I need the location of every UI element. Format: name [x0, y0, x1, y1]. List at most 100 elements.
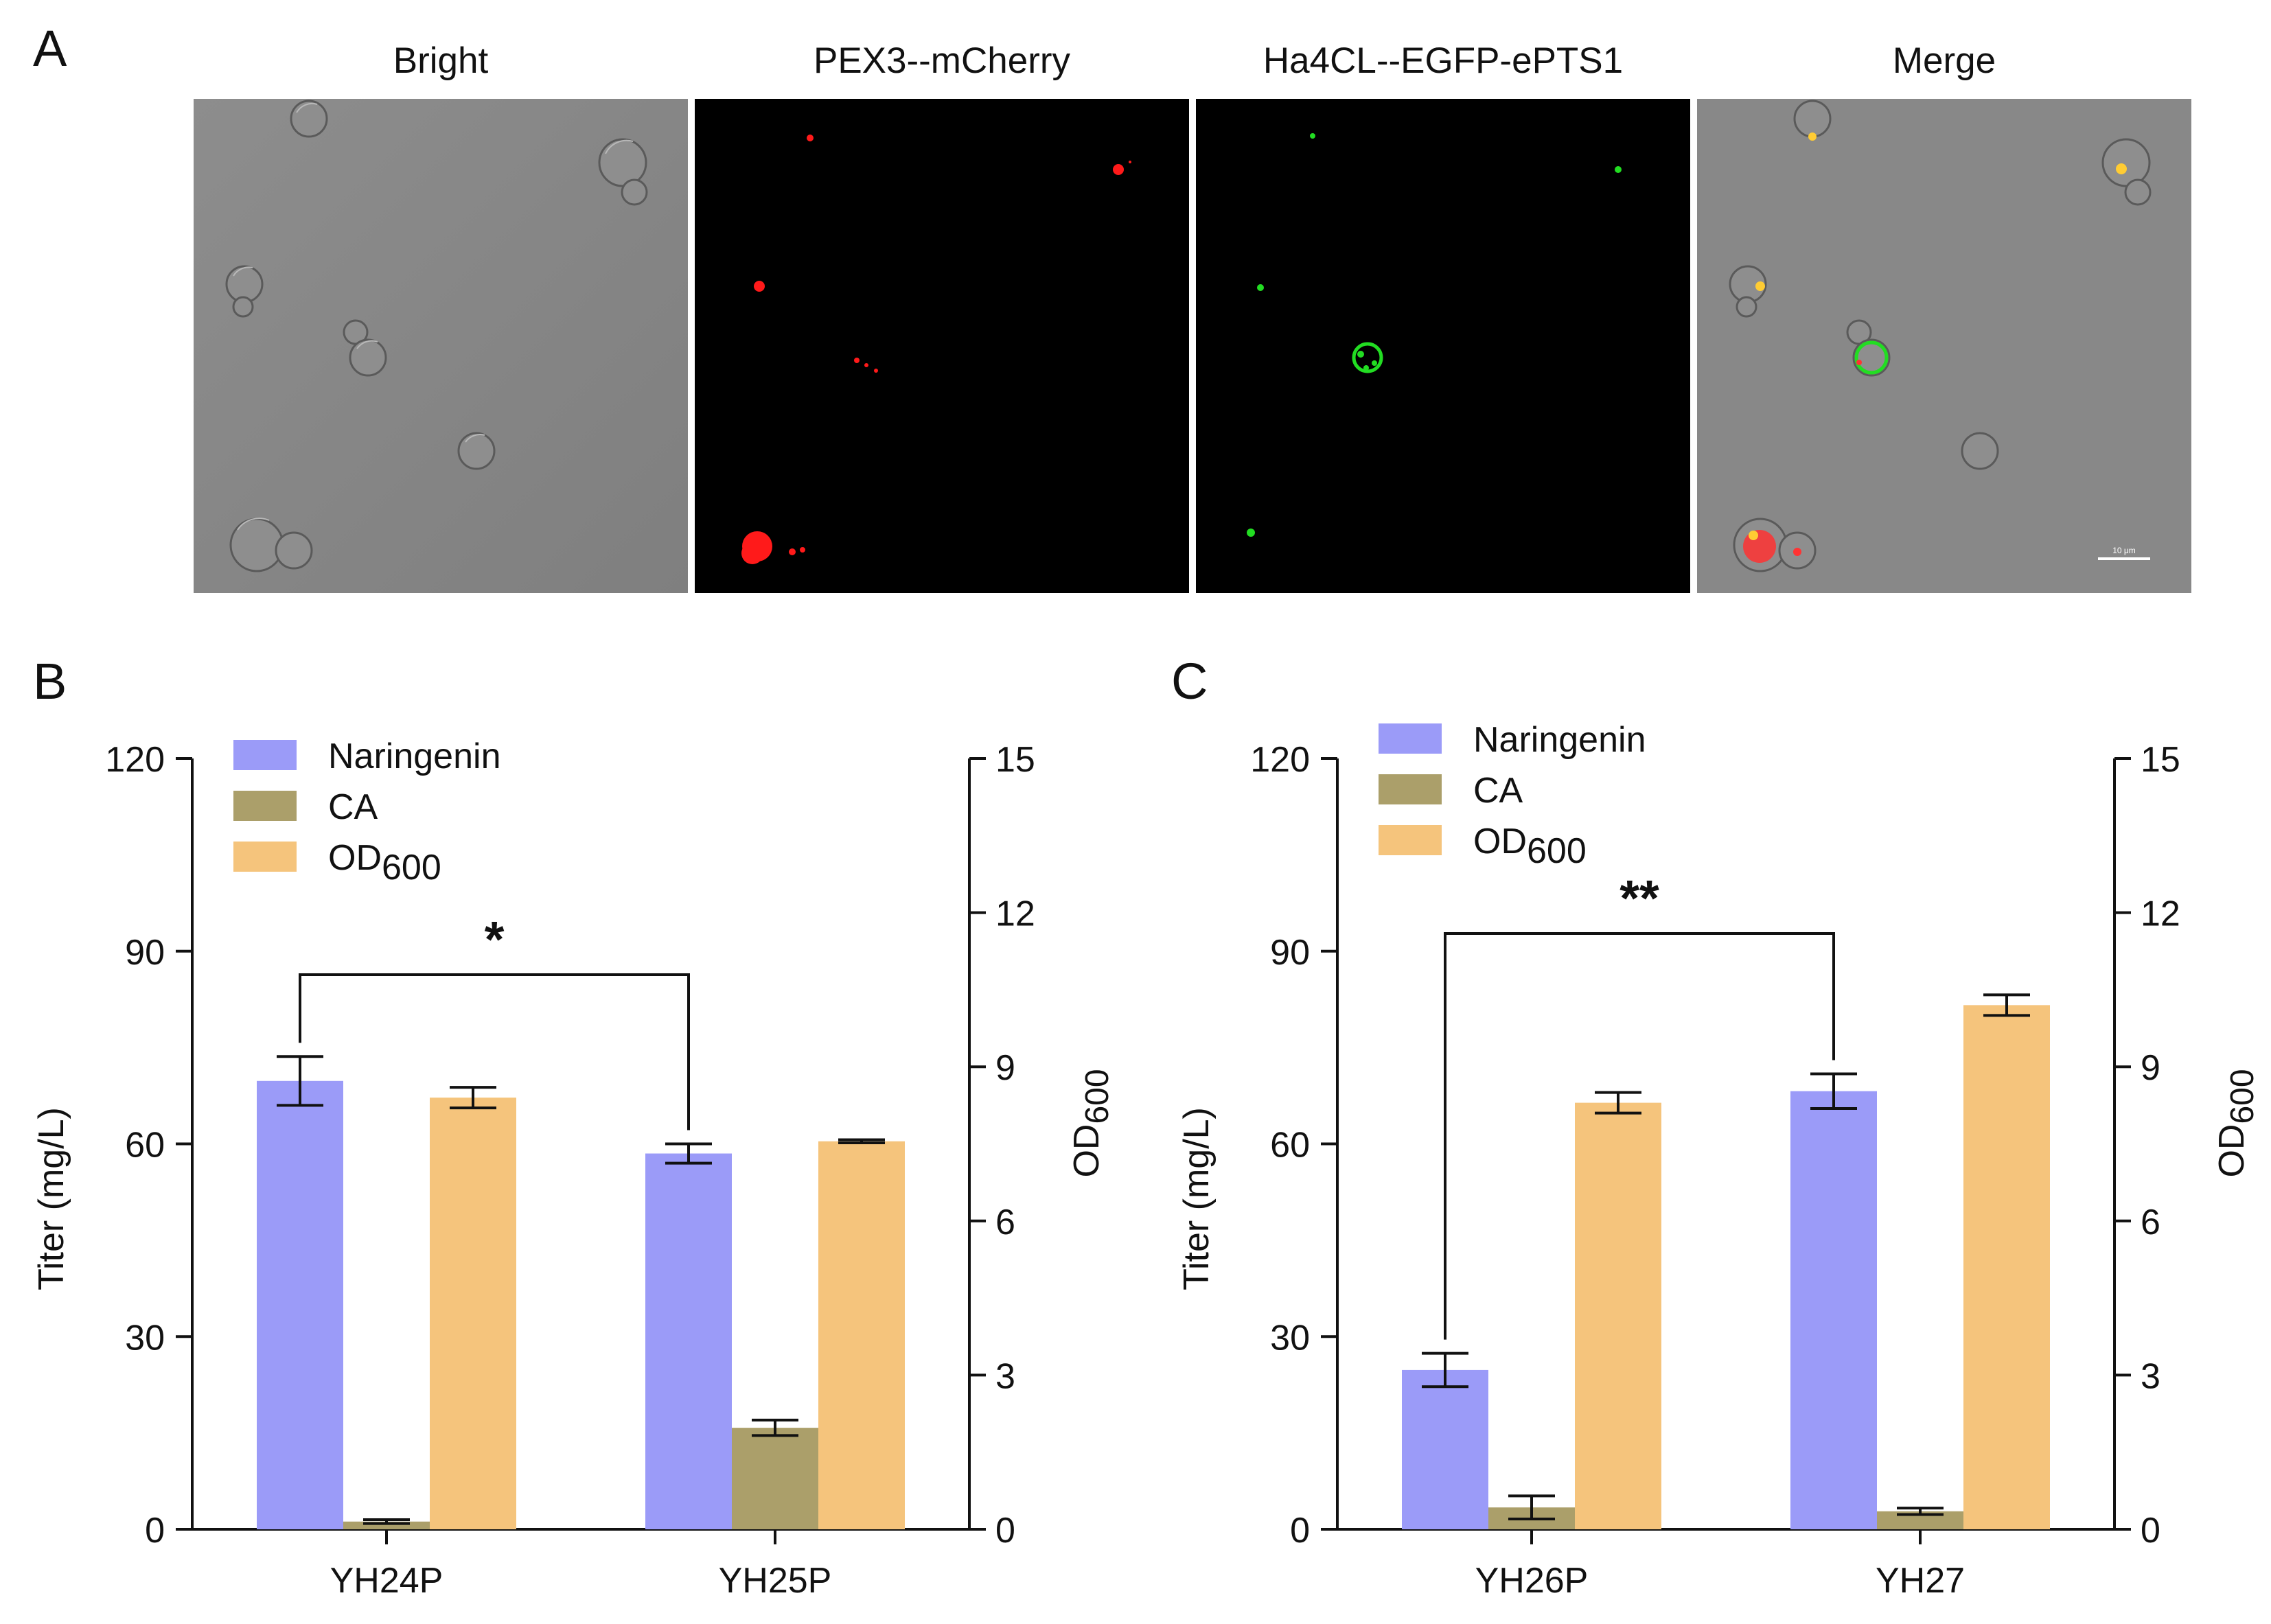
right-tick-label: 3	[2141, 1356, 2160, 1396]
legend-label: Naringenin	[1473, 720, 1646, 760]
significance-bracket	[1444, 932, 1835, 1340]
y2-axis-title-main: OD	[2212, 1124, 2252, 1178]
y-axis-title: Titer (mg/L)	[32, 1107, 71, 1290]
cell	[290, 100, 328, 138]
x-tick-label: YH24P	[330, 1561, 443, 1601]
mcherry-image	[695, 99, 1189, 593]
image-title-merge: Merge	[1892, 40, 1996, 81]
legend-label-main: Naringenin	[1473, 720, 1646, 760]
bar-naringenin	[257, 1080, 343, 1529]
x-tick-label: YH25P	[719, 1561, 832, 1601]
legend-label: OD600	[328, 838, 441, 888]
left-tick-label: 120	[1250, 740, 1310, 780]
left-tick-label: 30	[125, 1318, 165, 1358]
right-tick-label: 12	[2141, 894, 2180, 934]
egfp-image	[1196, 99, 1690, 593]
legend-swatch	[233, 740, 297, 770]
left-tick-label: 60	[1270, 1126, 1310, 1165]
bar-od	[1575, 1102, 1661, 1529]
red-spot	[864, 363, 868, 367]
y2-axis-title: OD600	[2212, 1069, 2261, 1177]
y2-axis-title-main: OD	[1067, 1124, 1107, 1178]
bar-od	[430, 1098, 516, 1529]
left-tick-label: 60	[125, 1126, 165, 1165]
legend-label-main: OD	[328, 838, 382, 878]
bar-ca	[343, 1521, 430, 1529]
panel-label-c: C	[1171, 653, 1208, 710]
legend-swatch	[1379, 825, 1442, 855]
legend-label-main: Naringenin	[328, 736, 501, 776]
red-spot	[1129, 161, 1131, 163]
cell	[232, 296, 254, 318]
y2-axis-title-sub: 600	[2224, 1069, 2261, 1124]
left-tick-label: 0	[1290, 1511, 1310, 1551]
left-tick-label: 90	[125, 933, 165, 973]
cell	[598, 138, 647, 187]
legend-label-sub: 600	[382, 848, 441, 888]
legend-label: CA	[1473, 771, 1523, 811]
legend-label-sub: 600	[1527, 831, 1587, 871]
bar-naringenin	[645, 1153, 732, 1529]
significance-label: *	[485, 911, 505, 968]
bar-od	[818, 1141, 905, 1529]
legend-swatch	[1379, 723, 1442, 754]
legend-label-main: CA	[328, 787, 378, 827]
right-tick-label: 6	[2141, 1203, 2160, 1242]
cell	[229, 518, 284, 572]
bar-od	[1963, 1005, 2050, 1529]
red-spot	[741, 542, 763, 564]
scale-bar-label: 10 μm	[2112, 546, 2136, 555]
green-spot	[1247, 529, 1255, 537]
legend-label-main: OD	[1473, 822, 1527, 861]
green-spot	[1310, 133, 1315, 139]
left-tick-label: 120	[105, 740, 165, 780]
image-title-bright: Bright	[393, 40, 489, 81]
bar-naringenin	[1790, 1091, 1877, 1529]
red-spot	[874, 369, 878, 373]
cell	[621, 178, 648, 206]
panel-label-b: B	[33, 653, 67, 710]
right-tick-label: 9	[995, 1048, 1015, 1088]
bar-ca	[732, 1428, 818, 1529]
red-spot	[789, 548, 796, 555]
significance-label: **	[1619, 870, 1659, 927]
left-tick-label: 90	[1270, 933, 1310, 973]
right-tick-label: 3	[995, 1356, 1015, 1396]
right-tick-label: 15	[2141, 740, 2180, 780]
right-tick-label: 0	[2141, 1511, 2160, 1551]
green-cell	[1352, 342, 1383, 373]
legend-swatch	[233, 791, 297, 821]
y2-axis-title: OD600	[1067, 1069, 1116, 1177]
right-tick-label: 12	[995, 894, 1035, 934]
red-spot	[1113, 164, 1124, 175]
red-spot	[854, 358, 860, 363]
right-tick-label: 6	[995, 1203, 1015, 1242]
legend-swatch	[233, 842, 297, 872]
y2-axis-title-sub: 600	[1079, 1069, 1116, 1124]
cell	[457, 432, 496, 470]
legend-label: Naringenin	[328, 736, 501, 776]
green-spot	[1257, 284, 1264, 291]
cell	[275, 531, 313, 570]
cell	[349, 338, 387, 377]
bright-field-image	[194, 99, 688, 593]
x-tick-label: YH27	[1876, 1561, 1965, 1601]
right-tick-label: 9	[2141, 1048, 2160, 1088]
x-tick-label: YH26P	[1475, 1561, 1589, 1601]
image-title-pex3: PEX3--mCherry	[813, 40, 1070, 81]
legend-swatch	[1379, 774, 1442, 804]
panel-label-a: A	[33, 20, 67, 77]
red-spot	[807, 135, 814, 141]
bar-naringenin	[1402, 1369, 1488, 1529]
left-tick-label: 30	[1270, 1318, 1310, 1358]
red-spot	[800, 547, 805, 553]
legend-label: CA	[328, 787, 378, 827]
y-axis-title: Titer (mg/L)	[1177, 1107, 1217, 1290]
legend-label: OD600	[1473, 822, 1587, 871]
legend-label-main: CA	[1473, 771, 1523, 811]
left-tick-label: 0	[145, 1511, 165, 1551]
green-spot	[1615, 166, 1622, 173]
significance-bracket	[299, 973, 690, 1130]
right-tick-label: 15	[995, 740, 1035, 780]
